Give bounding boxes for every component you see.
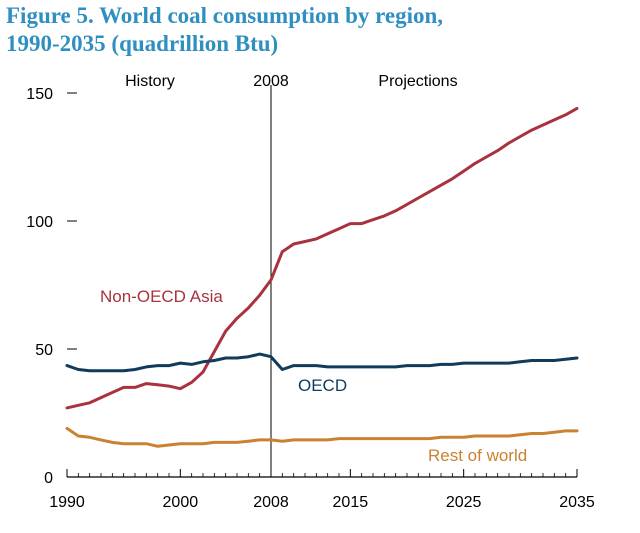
divider-label: 2008 (253, 73, 289, 90)
figure-title-line1: Figure 5. World coal consumption by regi… (6, 3, 444, 28)
figure-title: Figure 5. World coal consumption by regi… (6, 2, 626, 58)
x-tick-label: 2025 (446, 494, 482, 511)
y-tick-label: 0 (44, 470, 53, 487)
chart-series-lines (65, 106, 579, 448)
x-tick-label: 2015 (333, 494, 369, 511)
series-line-rest-of-world (65, 426, 579, 448)
figure-title-line2: 1990-2035 (quadrillion Btu) (6, 31, 279, 56)
projections-label: Projections (378, 73, 457, 90)
history-label: History (125, 73, 175, 90)
x-tick-label: 1990 (49, 494, 85, 511)
y-tick-label: 150 (26, 86, 53, 103)
series-line-non-oecd-asia (65, 106, 579, 410)
chart-series-labels: Non-OECD Asia OECD Rest of world (100, 287, 527, 465)
series-label-rest-of-world: Rest of world (428, 446, 527, 465)
y-tick-label: 50 (35, 342, 53, 359)
series-label-non-oecd-asia: Non-OECD Asia (100, 287, 223, 306)
series-line-oecd (65, 352, 579, 373)
series-label-oecd: OECD (298, 376, 347, 395)
y-tick-label: 100 (26, 214, 53, 231)
x-tick-label: 2035 (559, 494, 595, 511)
chart-axes: 0 50 100 150 1990 2000 2008 2015 2025 2035 2008 His… (26, 73, 595, 511)
x-tick-label: 2008 (253, 494, 289, 511)
x-tick-label: 2000 (163, 494, 199, 511)
